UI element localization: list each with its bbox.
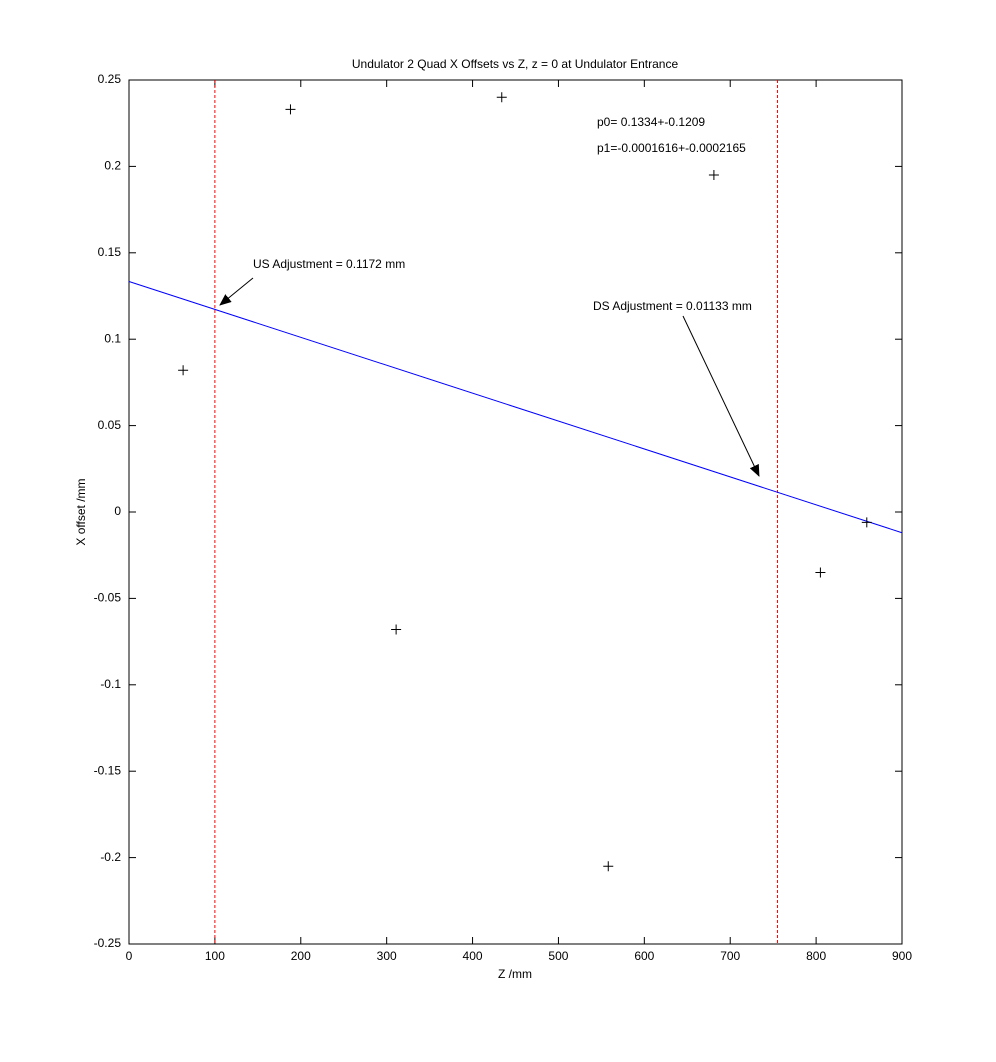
annotation-arrow	[219, 277, 254, 306]
data-point	[815, 567, 826, 578]
x-tick-label: 500	[548, 949, 568, 963]
x-tick-label: 800	[806, 949, 826, 963]
annotation: US Adjustment = 0.1172 mm	[253, 257, 405, 271]
data-point	[861, 517, 872, 528]
annotation: p0= 0.1334+-0.1209	[597, 115, 705, 129]
y-tick-label: 0.15	[98, 245, 122, 259]
annotation: DS Adjustment = 0.01133 mm	[593, 299, 752, 313]
y-tick-label: -0.05	[94, 591, 122, 605]
x-tick-label: 600	[634, 949, 654, 963]
data-point	[285, 104, 296, 115]
y-tick-label: 0.2	[104, 159, 121, 173]
data-point	[603, 861, 614, 872]
y-tick-label: -0.15	[94, 763, 122, 777]
x-axis-label: Z /mm	[498, 967, 532, 981]
x-tick-label: 700	[720, 949, 740, 963]
y-tick-label: 0.05	[98, 418, 122, 432]
x-tick-label: 100	[205, 949, 225, 963]
data-point	[391, 624, 402, 635]
y-tick-label: 0.25	[98, 72, 122, 86]
y-tick-label: 0	[114, 504, 121, 518]
x-tick-label: 200	[291, 949, 311, 963]
plot-area	[128, 79, 903, 945]
y-tick-label: -0.25	[94, 936, 122, 950]
annotation: p1=-0.0001616+-0.0002165	[597, 141, 746, 155]
y-axis-label: X offset /mm	[74, 478, 88, 545]
chart-title: Undulator 2 Quad X Offsets vs Z, z = 0 a…	[352, 57, 679, 71]
y-tick-label: 0.1	[104, 331, 121, 345]
annotation-arrow	[682, 315, 760, 477]
x-tick-label: 900	[892, 949, 912, 963]
fit-line	[128, 281, 903, 534]
data-point	[178, 365, 189, 376]
data-point	[708, 170, 719, 181]
y-tick-label: -0.1	[100, 677, 121, 691]
y-tick-label: -0.2	[100, 850, 121, 864]
data-point	[496, 92, 507, 103]
x-tick-label: 0	[126, 949, 133, 963]
x-tick-label: 300	[377, 949, 397, 963]
x-tick-label: 400	[463, 949, 483, 963]
